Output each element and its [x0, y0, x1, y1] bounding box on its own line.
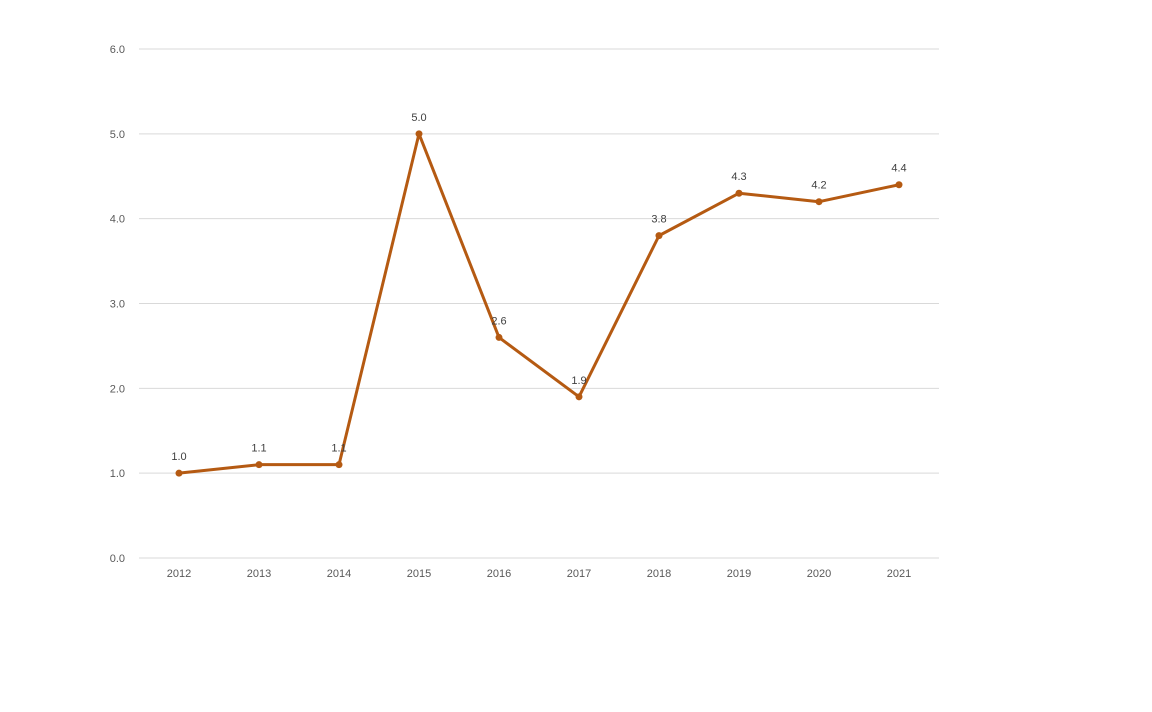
- data-label: 1.1: [331, 443, 346, 455]
- x-tick-label: 2014: [327, 568, 351, 580]
- data-point: [735, 189, 743, 197]
- y-tick-label: 0.0: [110, 553, 125, 565]
- data-label: 5.0: [411, 112, 426, 124]
- data-label: 2.6: [491, 315, 506, 327]
- data-label: 4.4: [891, 163, 906, 175]
- data-point: [815, 198, 823, 206]
- data-point: [175, 469, 183, 477]
- data-point: [895, 181, 903, 189]
- y-tick-label: 6.0: [110, 44, 125, 56]
- x-tick-label: 2015: [407, 568, 431, 580]
- x-tick-label: 2020: [807, 568, 831, 580]
- y-tick-label: 3.0: [110, 299, 125, 311]
- data-label: 4.2: [811, 180, 826, 192]
- series-layer: 1.0 1.1 1.1 5.0 2.6 1.9 3.8 4.3 4.2 4.4: [171, 112, 907, 477]
- x-tick-label: 2013: [247, 568, 271, 580]
- data-point: [415, 130, 423, 138]
- data-point: [335, 461, 343, 469]
- data-label: 1.1: [251, 443, 266, 455]
- data-point: [255, 461, 263, 469]
- y-tick-label: 1.0: [110, 468, 125, 480]
- data-label: 3.8: [651, 214, 666, 226]
- x-tick-label: 2021: [887, 568, 911, 580]
- x-tick-label: 2017: [567, 568, 591, 580]
- x-axis: 2012 2013 2014 2015 2016 2017 2018 2019 2020 2021: [167, 568, 911, 580]
- series-line: [177, 132, 901, 475]
- y-axis: 0.0 1.0 2.0 3.0 4.0 5.0 6.0: [110, 44, 125, 565]
- data-point: [495, 333, 503, 341]
- data-label: 4.3: [731, 171, 746, 183]
- gridlines: [139, 48, 939, 559]
- y-tick-label: 5.0: [110, 129, 125, 141]
- x-tick-label: 2018: [647, 568, 671, 580]
- y-tick-label: 2.0: [110, 383, 125, 395]
- data-point: [655, 232, 663, 240]
- x-tick-label: 2012: [167, 568, 191, 580]
- data-label: 1.0: [171, 451, 186, 463]
- data-label: 1.9: [571, 375, 586, 387]
- data-point: [575, 393, 583, 401]
- y-tick-label: 4.0: [110, 214, 125, 226]
- x-tick-label: 2019: [727, 568, 751, 580]
- x-tick-label: 2016: [487, 568, 511, 580]
